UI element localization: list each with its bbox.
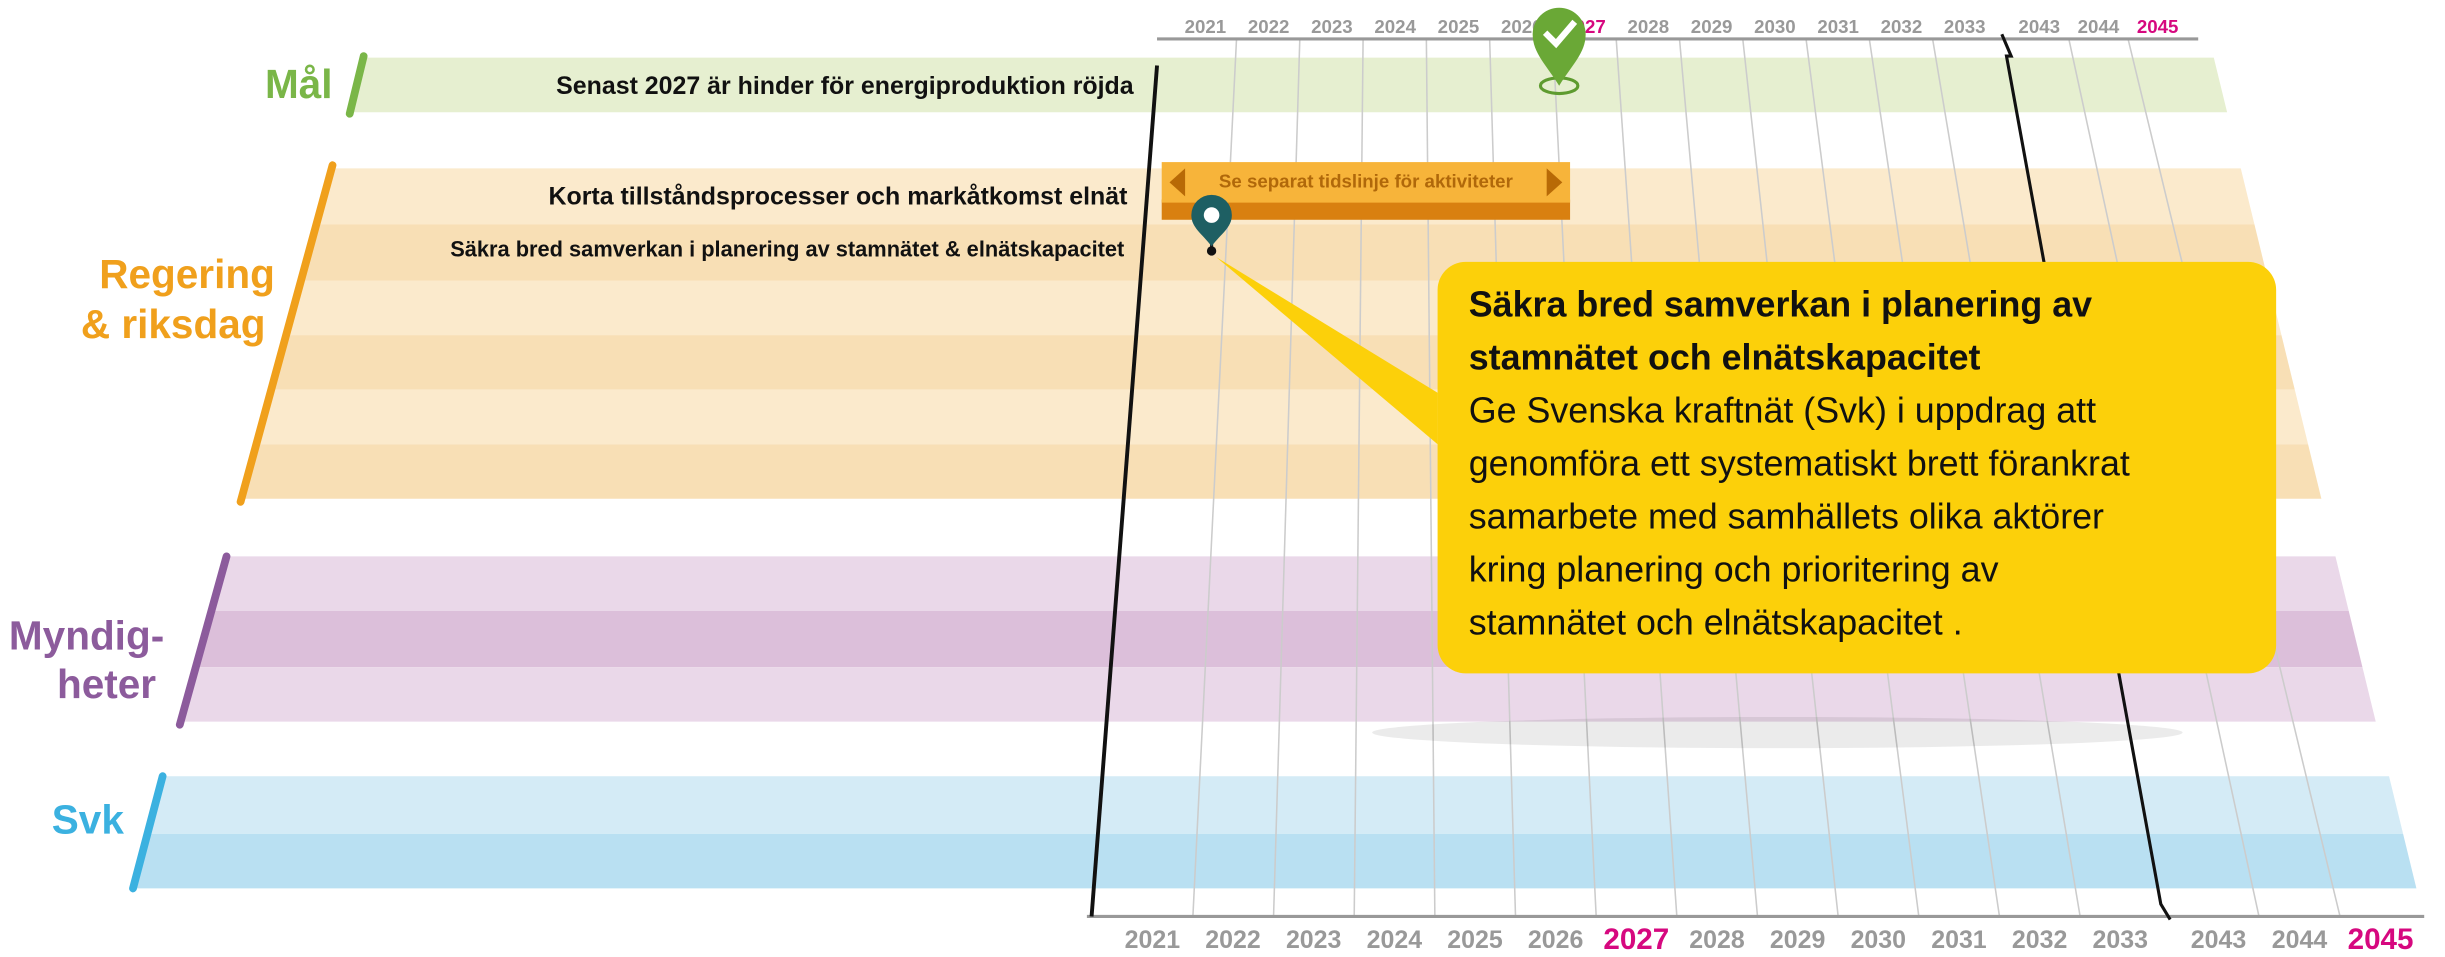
group-label: Svk	[52, 797, 125, 843]
year-label-top: 2043	[2018, 16, 2060, 37]
group-label: heter	[57, 661, 156, 707]
year-label-bottom: 2030	[1851, 926, 1906, 954]
year-label-bottom: 2032	[2012, 926, 2067, 954]
group-bar	[175, 552, 231, 729]
row-text: Säkra bred samverkan i planering av stam…	[450, 237, 1124, 262]
year-label-bottom: 2043	[2191, 926, 2246, 954]
year-label-bottom: 2027	[1603, 923, 1669, 956]
callout-title: stamnätet och elnätskapacitet	[1469, 338, 1981, 378]
year-label-top: 2030	[1754, 16, 1796, 37]
activity-bar: Se separat tidslinje för aktiviteter	[1161, 162, 1571, 220]
year-label-top: 2033	[1944, 16, 1986, 37]
group-bar	[345, 52, 368, 118]
group-bar	[236, 161, 337, 506]
callout-shadow	[1372, 716, 2183, 749]
callout	[1437, 261, 2277, 674]
activity-pin	[1191, 194, 1232, 256]
callout-body: Ge Svenska kraftnät (Svk) i uppdrag att	[1469, 391, 2096, 431]
year-label-bottom: 2023	[1286, 926, 1341, 954]
year-label-bottom: 2026	[1528, 926, 1583, 954]
year-label-top: 2029	[1691, 16, 1733, 37]
year-label-top: 2032	[1881, 16, 1923, 37]
activity-bar-label: Se separat tidslinje för aktiviteter	[1219, 170, 1513, 191]
band	[179, 667, 2376, 722]
year-label-bottom: 2024	[1367, 926, 1423, 954]
year-label-bottom: 2044	[2272, 926, 2328, 954]
callout-body: stamnätet och elnätskapacitet .	[1469, 602, 1963, 642]
year-label-top: 2028	[1628, 16, 1670, 37]
year-label-top: 2031	[1817, 16, 1859, 37]
group-label: & riksdag	[81, 301, 266, 347]
year-label-bottom: 2031	[1931, 926, 1987, 954]
row-text: Senast 2027 är hinder för energiprodukti…	[556, 72, 1135, 100]
callout-pointer	[1216, 257, 1438, 445]
year-label-bottom: 2045	[2348, 923, 2414, 956]
year-label-bottom: 2021	[1125, 926, 1181, 954]
group-bar	[129, 772, 167, 893]
group-label: Mål	[265, 61, 333, 107]
group-label: Regering	[99, 251, 275, 297]
year-label-top: 2025	[1438, 16, 1480, 37]
year-label-bottom: 2028	[1689, 926, 1745, 954]
year-label-bottom: 2033	[2093, 926, 2148, 954]
year-label-bottom: 2025	[1447, 926, 1503, 954]
row-text: Korta tillståndsprocesser och markåtkoms…	[548, 183, 1127, 211]
year-label-top: 2024	[1374, 16, 1416, 37]
callout-body: samarbete med samhällets olika aktörer	[1469, 496, 2104, 536]
year-label-top: 2023	[1311, 16, 1353, 37]
year-label-bottom: 2022	[1205, 926, 1260, 954]
year-label-top: 2045	[2137, 16, 2179, 37]
year-label-top: 2022	[1248, 16, 1290, 37]
group-label: Myndig-	[9, 613, 164, 659]
start-line	[1089, 65, 1159, 917]
year-label-top: 2021	[1185, 16, 1227, 37]
year-label-top: 2026	[1501, 16, 1543, 37]
year-label-top: 2044	[2078, 16, 2120, 37]
axis-break	[2000, 33, 2172, 921]
year-label-bottom: 2029	[1770, 926, 1825, 954]
goal-pin	[1532, 7, 1586, 96]
callout-title: Säkra bred samverkan i planering av	[1469, 285, 2092, 325]
callout-body: kring planering och prioritering av	[1469, 549, 1999, 589]
callout-body: genomföra ett systematiskt brett förankr…	[1469, 443, 2130, 483]
band	[148, 776, 2404, 834]
band	[351, 57, 2228, 113]
